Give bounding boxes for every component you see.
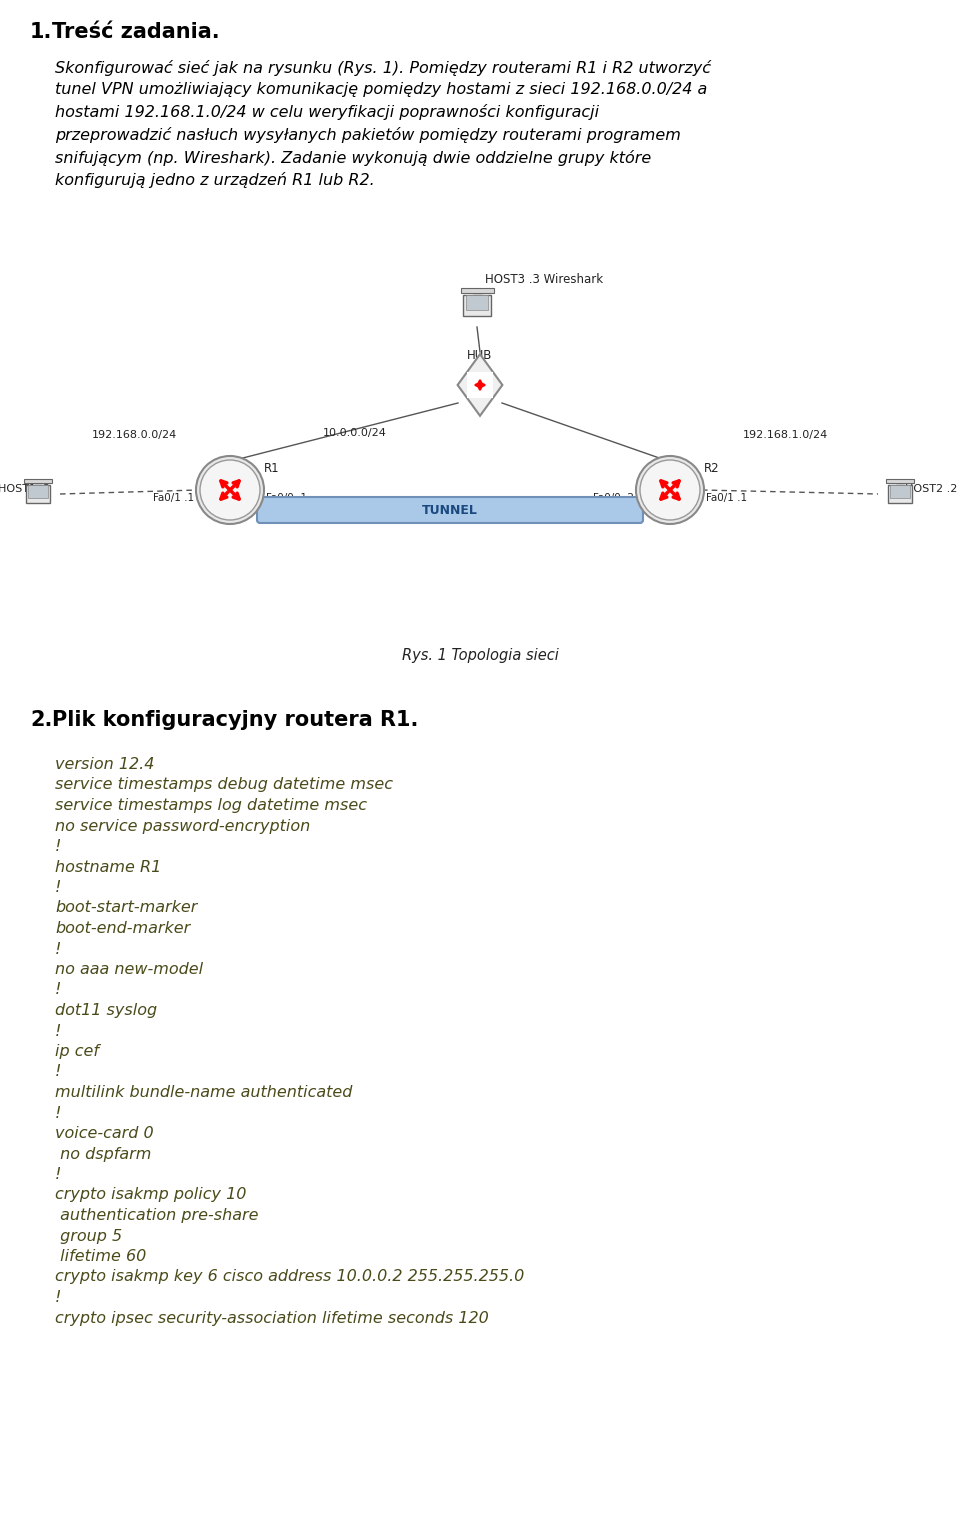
Text: HOST1 .2: HOST1 .2: [0, 484, 50, 494]
Text: !: !: [55, 1167, 61, 1182]
Text: Skonfigurować sieć jak na rysunku (Rys. 1). Pomiędzy routerami R1 i R2 utworzyć
: Skonfigurować sieć jak na rysunku (Rys. …: [55, 61, 711, 188]
Text: multilink bundle-name authenticated: multilink bundle-name authenticated: [55, 1086, 352, 1101]
Circle shape: [640, 460, 700, 519]
Text: dot11 syslog: dot11 syslog: [55, 1002, 157, 1017]
Text: voice-card 0: voice-card 0: [55, 1126, 154, 1142]
Text: lifetime 60: lifetime 60: [55, 1249, 146, 1264]
Text: !: !: [55, 1105, 61, 1120]
Text: crypto isakmp policy 10: crypto isakmp policy 10: [55, 1187, 247, 1202]
Text: Plik konfiguracyjny routera R1.: Plik konfiguracyjny routera R1.: [52, 710, 419, 730]
Text: no dspfarm: no dspfarm: [55, 1146, 152, 1161]
FancyBboxPatch shape: [257, 497, 643, 522]
Text: 2.: 2.: [30, 710, 53, 730]
FancyBboxPatch shape: [35, 484, 42, 488]
Text: boot-end-marker: boot-end-marker: [55, 921, 190, 936]
FancyBboxPatch shape: [26, 484, 50, 503]
Text: ip cef: ip cef: [55, 1045, 99, 1058]
FancyBboxPatch shape: [28, 484, 48, 498]
Text: 1.: 1.: [30, 23, 53, 42]
Text: R2: R2: [704, 462, 720, 475]
FancyBboxPatch shape: [890, 484, 910, 498]
Text: Fa0/0 .1: Fa0/0 .1: [266, 494, 307, 503]
FancyBboxPatch shape: [468, 372, 492, 398]
Text: no service password-encryption: no service password-encryption: [55, 819, 310, 834]
Circle shape: [636, 456, 704, 524]
Text: group 5: group 5: [55, 1228, 122, 1243]
Text: Fa0/1 .1: Fa0/1 .1: [706, 494, 747, 503]
Text: 10.0.0.0/24: 10.0.0.0/24: [324, 428, 387, 438]
Text: Treść zadania.: Treść zadania.: [52, 23, 220, 42]
Text: R1: R1: [264, 462, 279, 475]
Text: !: !: [55, 983, 61, 998]
Text: 192.168.0.0/24: 192.168.0.0/24: [91, 430, 177, 441]
Text: service timestamps debug datetime msec: service timestamps debug datetime msec: [55, 778, 393, 792]
Text: !: !: [55, 839, 61, 854]
Circle shape: [196, 456, 264, 524]
FancyBboxPatch shape: [466, 295, 489, 309]
Text: !: !: [55, 942, 61, 957]
Text: version 12.4: version 12.4: [55, 757, 155, 772]
FancyBboxPatch shape: [886, 480, 914, 483]
Text: HOST3 .3 Wireshark: HOST3 .3 Wireshark: [485, 273, 603, 286]
FancyBboxPatch shape: [461, 288, 493, 292]
Circle shape: [200, 460, 260, 519]
FancyBboxPatch shape: [24, 480, 52, 483]
Text: Rys. 1 Topologia sieci: Rys. 1 Topologia sieci: [401, 648, 559, 663]
FancyBboxPatch shape: [896, 484, 904, 488]
Text: authentication pre-share: authentication pre-share: [55, 1208, 258, 1223]
Text: boot-start-marker: boot-start-marker: [55, 901, 198, 916]
Text: !: !: [55, 1023, 61, 1039]
Text: Fa0/0 .2: Fa0/0 .2: [593, 494, 634, 503]
Text: no aaa new-model: no aaa new-model: [55, 961, 204, 977]
Text: 192.168.1.0/24: 192.168.1.0/24: [742, 430, 828, 441]
Text: !: !: [55, 880, 61, 895]
Text: hostname R1: hostname R1: [55, 860, 161, 875]
Text: service timestamps log datetime msec: service timestamps log datetime msec: [55, 798, 367, 813]
Polygon shape: [458, 354, 502, 416]
Text: HOST2 .2: HOST2 .2: [905, 484, 957, 494]
Text: crypto ipsec security-association lifetime seconds 120: crypto ipsec security-association lifeti…: [55, 1311, 489, 1325]
Text: Fa0/1 .1: Fa0/1 .1: [153, 494, 194, 503]
FancyBboxPatch shape: [472, 295, 482, 298]
Text: TUNNEL: TUNNEL: [422, 504, 478, 516]
Text: HUB: HUB: [468, 350, 492, 362]
FancyBboxPatch shape: [888, 484, 912, 503]
FancyBboxPatch shape: [463, 295, 492, 315]
Text: crypto isakmp key 6 cisco address 10.0.0.2 255.255.255.0: crypto isakmp key 6 cisco address 10.0.0…: [55, 1270, 524, 1284]
Text: !: !: [55, 1290, 61, 1305]
Text: !: !: [55, 1064, 61, 1079]
